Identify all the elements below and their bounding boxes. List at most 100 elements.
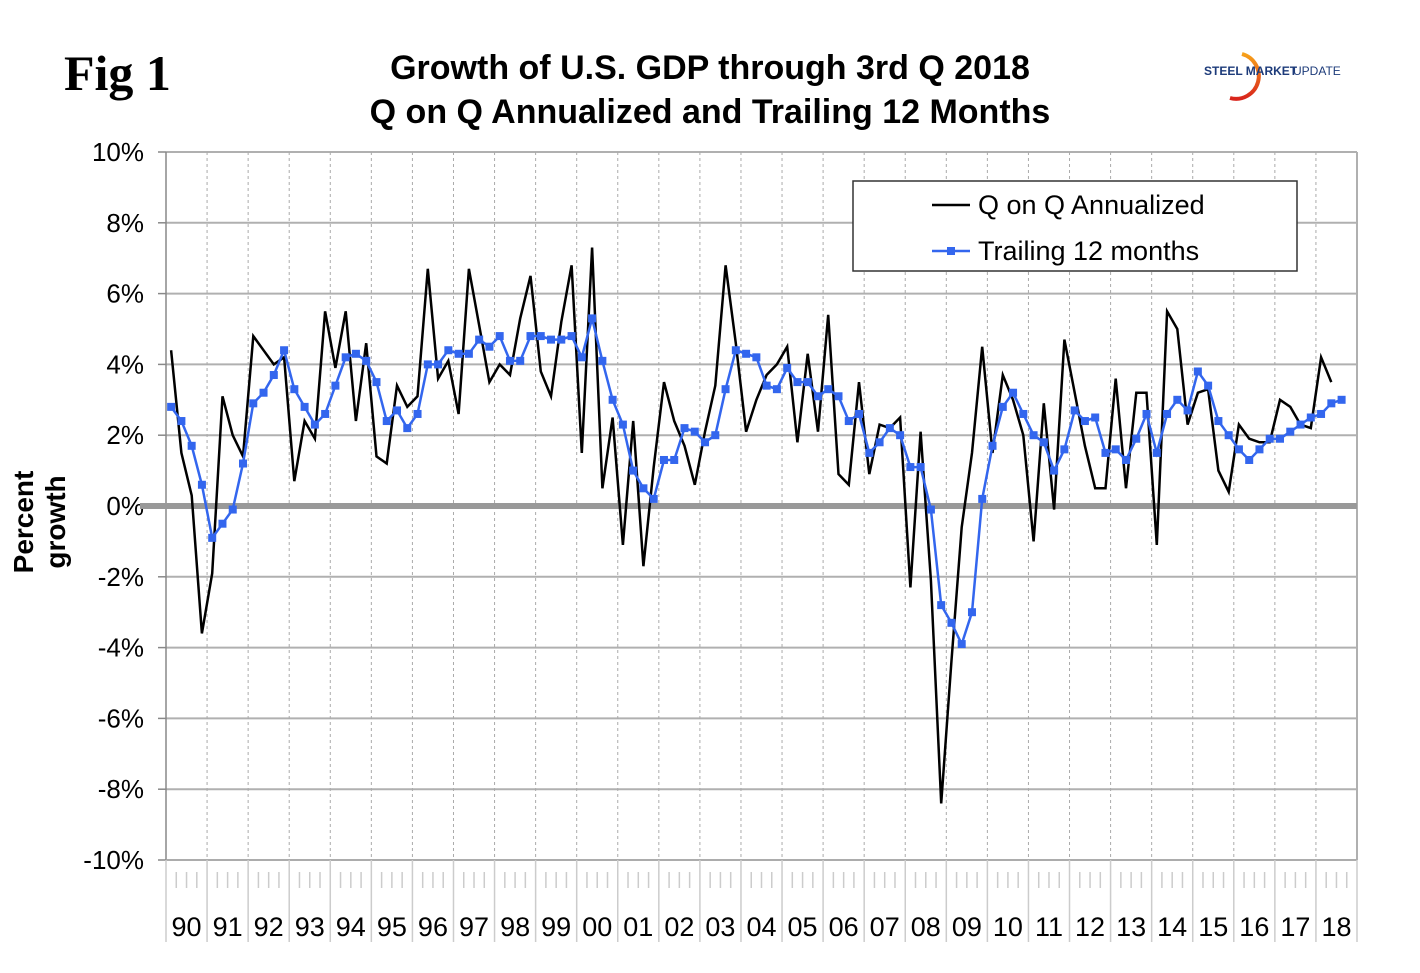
data-point [690, 427, 699, 436]
data-point [403, 424, 412, 433]
x-tick-label: 92 [254, 912, 284, 942]
y-tick-label: 0% [106, 491, 144, 521]
y-tick-label: 6% [106, 279, 144, 309]
x-tick-label: 94 [336, 912, 366, 942]
data-point [659, 455, 668, 464]
data-point [536, 332, 545, 341]
series-line-q-on-q [169, 247, 1333, 804]
legend-label: Q on Q Annualized [978, 190, 1205, 220]
data-point [855, 409, 864, 418]
data-point [547, 335, 556, 344]
data-point [844, 417, 853, 426]
data-point [1142, 409, 1151, 418]
data-point [239, 459, 248, 468]
logo-icon: STEEL MARKET UPDATE [1204, 52, 1341, 101]
y-tick-label: -10% [83, 845, 144, 875]
x-tick-label: 08 [911, 912, 941, 942]
y-tick-label: 2% [106, 420, 144, 450]
x-tick-label: 15 [1198, 912, 1228, 942]
data-point [772, 385, 781, 394]
data-point [711, 431, 720, 440]
data-point [1245, 455, 1254, 464]
data-point [249, 399, 258, 408]
x-tick-label: 01 [623, 912, 653, 942]
data-point [423, 360, 432, 369]
x-tick-label: 07 [870, 912, 900, 942]
data-point [598, 356, 607, 365]
x-tick-label: 00 [582, 912, 612, 942]
y-tick-label: -6% [98, 703, 144, 733]
data-point [557, 335, 566, 344]
chart-title: Growth of U.S. GDP through 3rd Q 2018 [390, 49, 1030, 87]
data-point [300, 402, 309, 411]
data-point [567, 332, 576, 341]
figure-label: Fig 1 [64, 45, 171, 101]
data-point [269, 371, 278, 380]
data-point [197, 480, 206, 489]
y-tick-label: 8% [106, 208, 144, 238]
data-point [1265, 434, 1274, 443]
data-point [608, 395, 617, 404]
data-point [218, 519, 227, 528]
data-point [1204, 381, 1213, 390]
x-tick-label: 04 [746, 912, 776, 942]
data-point [670, 455, 679, 464]
data-point [1111, 445, 1120, 454]
x-tick-label: 91 [213, 912, 243, 942]
data-point [321, 409, 330, 418]
data-point [1070, 406, 1079, 415]
x-tick-label: 09 [952, 912, 982, 942]
data-point [1080, 417, 1089, 426]
data-point [526, 332, 535, 341]
y-tick-label: -4% [98, 633, 144, 663]
data-point [885, 424, 894, 433]
data-point [967, 608, 976, 617]
data-point [505, 356, 514, 365]
x-tick-label: 93 [295, 912, 325, 942]
data-point [752, 353, 761, 362]
data-point [731, 346, 740, 355]
x-tick-label: 11 [1035, 912, 1063, 942]
chart-title-block: Growth of U.S. GDP through 3rd Q 2018 Q … [300, 46, 1420, 134]
data-point [290, 385, 299, 394]
x-tick-label: 12 [1075, 912, 1105, 942]
data-point [280, 346, 289, 355]
data-point [588, 314, 597, 323]
data-point [187, 441, 196, 450]
data-point [1306, 413, 1315, 422]
data-point [485, 342, 494, 351]
data-point [1327, 399, 1336, 408]
x-tick-label: 06 [829, 912, 859, 942]
x-tick-label: 16 [1239, 912, 1269, 942]
data-point [937, 601, 946, 610]
x-tick-label: 10 [993, 912, 1023, 942]
data-point [1132, 434, 1141, 443]
data-point [1234, 445, 1243, 454]
y-tick-label: -8% [98, 774, 144, 804]
data-point [1255, 445, 1264, 454]
data-point [454, 349, 463, 358]
logo-text-light: UPDATE [1293, 64, 1341, 78]
data-point [167, 402, 176, 411]
data-point [916, 463, 925, 472]
data-point [341, 353, 350, 362]
data-point [393, 406, 402, 415]
x-tick-label: 97 [459, 912, 489, 942]
x-tick-label: 18 [1321, 912, 1351, 942]
data-point [208, 533, 217, 542]
data-point [1224, 431, 1233, 440]
data-point [896, 431, 905, 440]
data-point [998, 402, 1007, 411]
data-point [1101, 448, 1110, 457]
data-point [1019, 409, 1028, 418]
data-point [1039, 438, 1048, 447]
data-point [475, 335, 484, 344]
x-tick-label: 05 [788, 912, 818, 942]
x-tick-label: 98 [500, 912, 530, 942]
data-point [1193, 367, 1202, 376]
data-point [865, 448, 874, 457]
data-point [464, 349, 473, 358]
data-point [680, 424, 689, 433]
data-point [875, 438, 884, 447]
x-tick-label: 95 [377, 912, 407, 942]
